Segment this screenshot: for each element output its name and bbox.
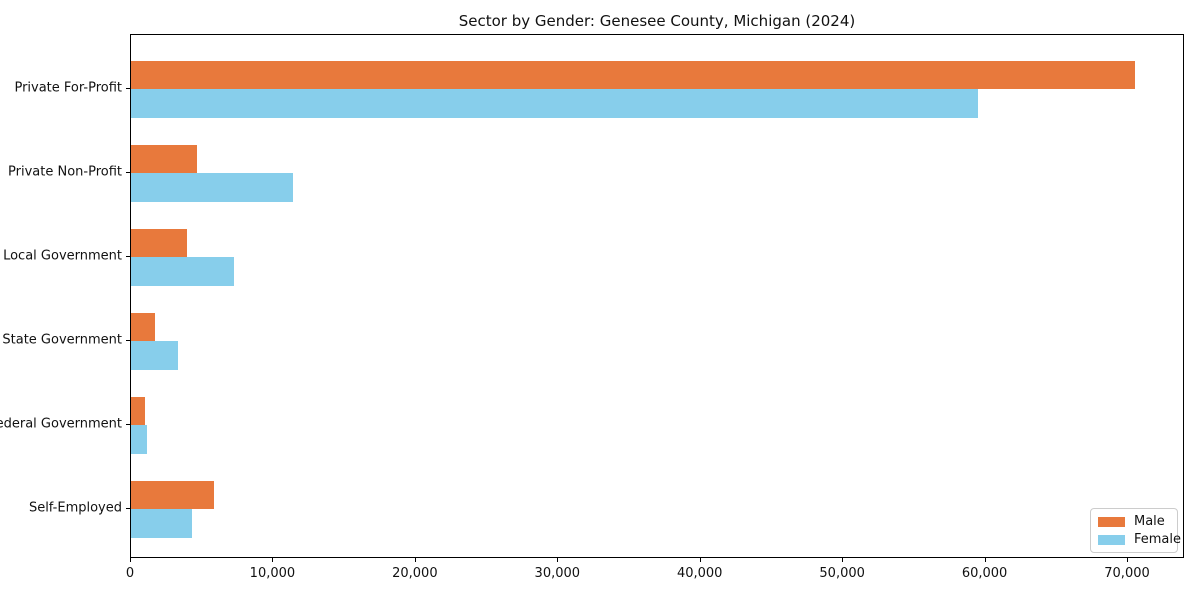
x-tick [1127, 558, 1129, 562]
legend-label-male: Male [1134, 514, 1165, 529]
plot-area [130, 34, 1184, 558]
x-tick [842, 558, 844, 562]
x-tick [414, 558, 416, 562]
legend-item-male: Male [1098, 515, 1169, 528]
x-tick-label: 60,000 [961, 566, 1008, 581]
y-tick [126, 172, 130, 174]
bar-female-private-for-profit [131, 89, 979, 118]
bar-female-state-government [131, 341, 178, 370]
y-tick [126, 340, 130, 342]
x-tick [130, 558, 131, 562]
bar-male-federal-government [131, 396, 146, 426]
bar-male-state-government [131, 312, 156, 342]
x-tick [557, 558, 559, 562]
y-axis-label-private-non-profit: Private Non-Profit [8, 164, 122, 180]
bar-male-private-for-profit [131, 60, 1136, 90]
x-tick-label: 0 [125, 566, 135, 581]
y-axis-label-federal-government: Federal Government [0, 416, 122, 432]
x-tick-label: 20,000 [392, 566, 438, 581]
bar-female-self-employed [131, 509, 193, 538]
bar-female-federal-government [131, 425, 147, 454]
y-tick [126, 256, 130, 258]
x-tick [272, 558, 274, 562]
y-axis-label-self-employed: Self-Employed [28, 500, 122, 516]
y-axis-label-local-government: Local Government [3, 248, 122, 264]
x-tick-label: 50,000 [819, 566, 865, 581]
male-color-swatch [1098, 516, 1125, 527]
bar-male-local-government [131, 228, 187, 258]
x-tick [699, 558, 701, 562]
legend: Male Female [1090, 508, 1181, 553]
bar-female-private-non-profit [131, 173, 294, 202]
x-tick-label: 10,000 [249, 566, 296, 581]
legend-item-female: Female [1098, 533, 1181, 546]
bar-male-private-non-profit [131, 144, 197, 174]
y-axis-label-state-government: State Government [2, 332, 122, 348]
y-tick [126, 424, 130, 426]
legend-label-female: Female [1134, 532, 1182, 547]
y-tick [126, 88, 130, 90]
x-tick-label: 30,000 [534, 566, 581, 581]
bar-female-local-government [131, 257, 234, 286]
y-tick [126, 508, 130, 510]
bar-male-self-employed [131, 480, 214, 510]
y-axis-label-private-for-profit: Private For-Profit [14, 80, 122, 96]
female-color-swatch [1098, 534, 1125, 545]
x-tick-label: 40,000 [676, 566, 723, 581]
x-tick [984, 558, 986, 562]
x-tick-label: 70,000 [1104, 566, 1150, 581]
chart-title: Sector by Gender: Genesee County, Michig… [458, 12, 856, 30]
